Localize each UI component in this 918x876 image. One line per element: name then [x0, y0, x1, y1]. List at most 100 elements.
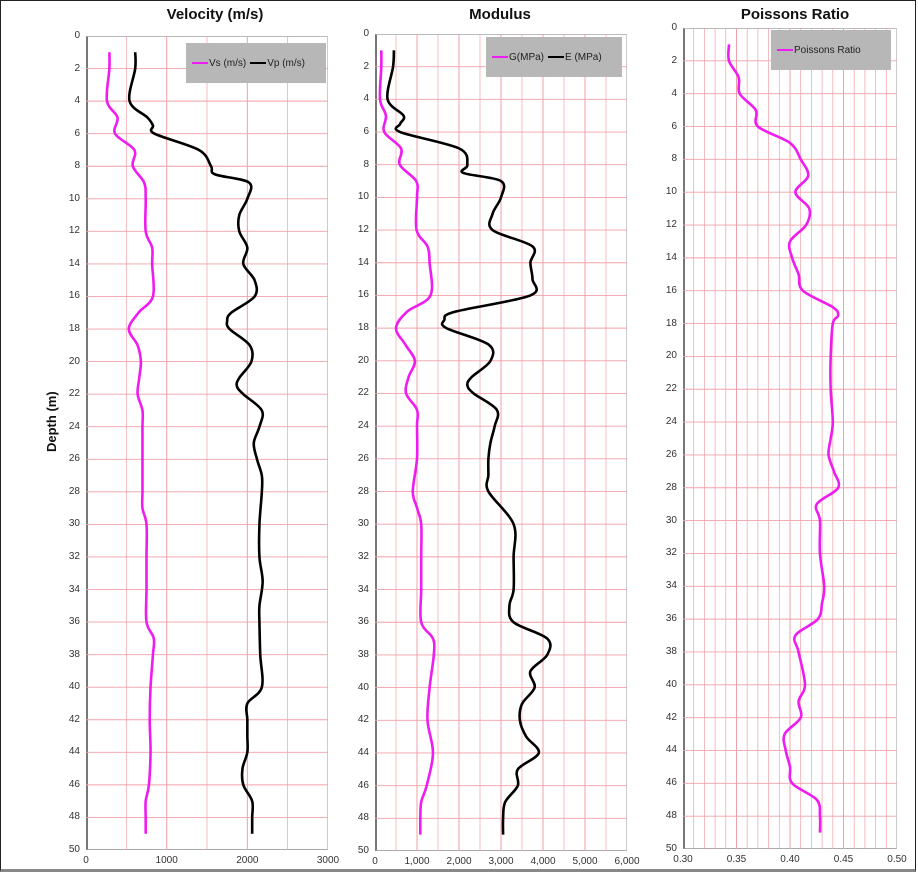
- depth-axis-label: Depth (m): [44, 391, 59, 452]
- y-tick-label: 40: [357, 681, 369, 693]
- poissons-ratio-title: Poissons Ratio: [740, 6, 850, 23]
- legend-entry-vp: Vp (m/s): [250, 58, 305, 69]
- x-tick-label: 6,000: [614, 856, 640, 867]
- y-tick-label: 2: [363, 60, 369, 72]
- y-tick-label: 32: [68, 550, 80, 562]
- y-tick-label: 4: [74, 95, 80, 107]
- x-tick-label: 0.40: [780, 854, 800, 865]
- y-tick-label: 14: [665, 251, 677, 263]
- y-tick-label: 18: [357, 322, 369, 334]
- y-tick-label: 18: [665, 317, 677, 329]
- legend-label: Poissons Ratio: [794, 44, 861, 56]
- y-tick-label: 34: [68, 583, 80, 595]
- y-tick-label: 48: [665, 810, 677, 822]
- poissons-legend: Poissons Ratio: [771, 30, 891, 70]
- y-tick-label: 26: [665, 448, 677, 460]
- y-tick-label: 0: [671, 22, 677, 33]
- magenta-line-swatch: [777, 49, 793, 51]
- y-tick-label: 40: [665, 678, 677, 690]
- y-tick-label: 40: [68, 681, 80, 693]
- legend-label: E (MPa): [565, 51, 602, 63]
- y-tick-label: 6: [363, 126, 369, 138]
- y-tick-label: 46: [665, 777, 677, 789]
- y-tick-label: 10: [357, 191, 369, 203]
- y-tick-label: 18: [68, 323, 80, 335]
- y-tick-label: 36: [357, 616, 369, 628]
- x-tick-label: 0.50: [887, 854, 907, 865]
- y-tick-label: 46: [357, 779, 369, 791]
- y-tick-label: 6: [671, 120, 677, 132]
- series-line: [127, 52, 265, 834]
- y-tick-label: 36: [68, 616, 80, 628]
- legend-entry-e: E (MPa): [548, 52, 602, 63]
- y-tick-label: 20: [357, 354, 369, 366]
- y-tick-label: 44: [68, 746, 80, 758]
- y-tick-label: 42: [357, 714, 369, 726]
- black-line-swatch: [250, 62, 267, 64]
- y-tick-label: 30: [68, 518, 80, 530]
- y-tick-label: 50: [357, 845, 369, 856]
- y-tick-label: 0: [363, 28, 369, 39]
- velocity-curves: [86, 36, 328, 850]
- y-tick-label: 0: [74, 30, 80, 41]
- series-line: [378, 50, 436, 835]
- y-tick-label: 22: [357, 387, 369, 399]
- legend-label: Vp (m/s): [267, 57, 305, 69]
- y-tick-label: 38: [665, 645, 677, 657]
- y-tick-label: 20: [665, 350, 677, 362]
- legend-entry-vs: Vs (m/s): [192, 58, 246, 69]
- y-tick-label: 38: [68, 648, 80, 660]
- poissons-curves: [683, 28, 897, 849]
- y-tick-label: 50: [665, 843, 677, 854]
- y-tick-label: 24: [68, 420, 80, 432]
- y-tick-label: 44: [357, 746, 369, 758]
- y-tick-label: 2: [74, 62, 80, 74]
- y-tick-label: 10: [68, 192, 80, 204]
- y-tick-label: 20: [68, 355, 80, 367]
- x-tick-label: 0.30: [673, 854, 693, 865]
- y-tick-label: 8: [363, 158, 369, 170]
- series-line: [385, 50, 552, 835]
- y-tick-label: 12: [357, 224, 369, 236]
- y-tick-label: 14: [68, 257, 80, 269]
- x-tick-label: 0: [372, 856, 378, 867]
- y-tick-label: 8: [74, 160, 80, 172]
- y-tick-label: 50: [68, 844, 80, 855]
- y-tick-label: 24: [665, 416, 677, 428]
- legend-label: Vs (m/s): [209, 57, 247, 69]
- y-tick-label: 28: [357, 485, 369, 497]
- x-tick-label: 5,000: [572, 856, 598, 867]
- magenta-line-swatch: [192, 62, 208, 64]
- y-tick-label: 4: [363, 93, 369, 105]
- y-tick-label: 26: [68, 453, 80, 465]
- legend-label: G(MPa): [509, 51, 544, 63]
- x-tick-label: 3000: [316, 855, 340, 866]
- x-tick-label: 3,000: [488, 856, 514, 867]
- y-tick-label: 16: [665, 284, 677, 296]
- x-tick-label: 0: [83, 855, 89, 866]
- y-tick-label: 8: [671, 153, 677, 165]
- y-tick-label: 2: [671, 54, 677, 66]
- y-tick-label: 4: [671, 87, 677, 99]
- y-tick-label: 26: [357, 452, 369, 464]
- y-tick-label: 36: [665, 613, 677, 625]
- y-tick-label: 28: [68, 485, 80, 497]
- y-tick-label: 30: [665, 514, 677, 526]
- y-tick-label: 34: [665, 580, 677, 592]
- x-tick-label: 1,000: [404, 856, 430, 867]
- series-line: [727, 44, 841, 833]
- y-tick-label: 14: [357, 256, 369, 268]
- y-tick-label: 6: [74, 127, 80, 139]
- y-tick-label: 10: [665, 186, 677, 198]
- x-tick-label: 1000: [155, 855, 178, 866]
- modulus-legend: G(MPa) E (MPa): [486, 37, 622, 77]
- y-tick-label: 38: [357, 648, 369, 660]
- x-tick-label: 0.35: [726, 854, 747, 865]
- legend-entry-poissons: Poissons Ratio: [777, 45, 861, 56]
- magenta-line-swatch: [492, 56, 508, 58]
- y-tick-label: 32: [665, 547, 677, 559]
- y-tick-label: 16: [357, 289, 369, 301]
- black-line-swatch: [548, 56, 564, 58]
- y-tick-label: 22: [665, 383, 677, 395]
